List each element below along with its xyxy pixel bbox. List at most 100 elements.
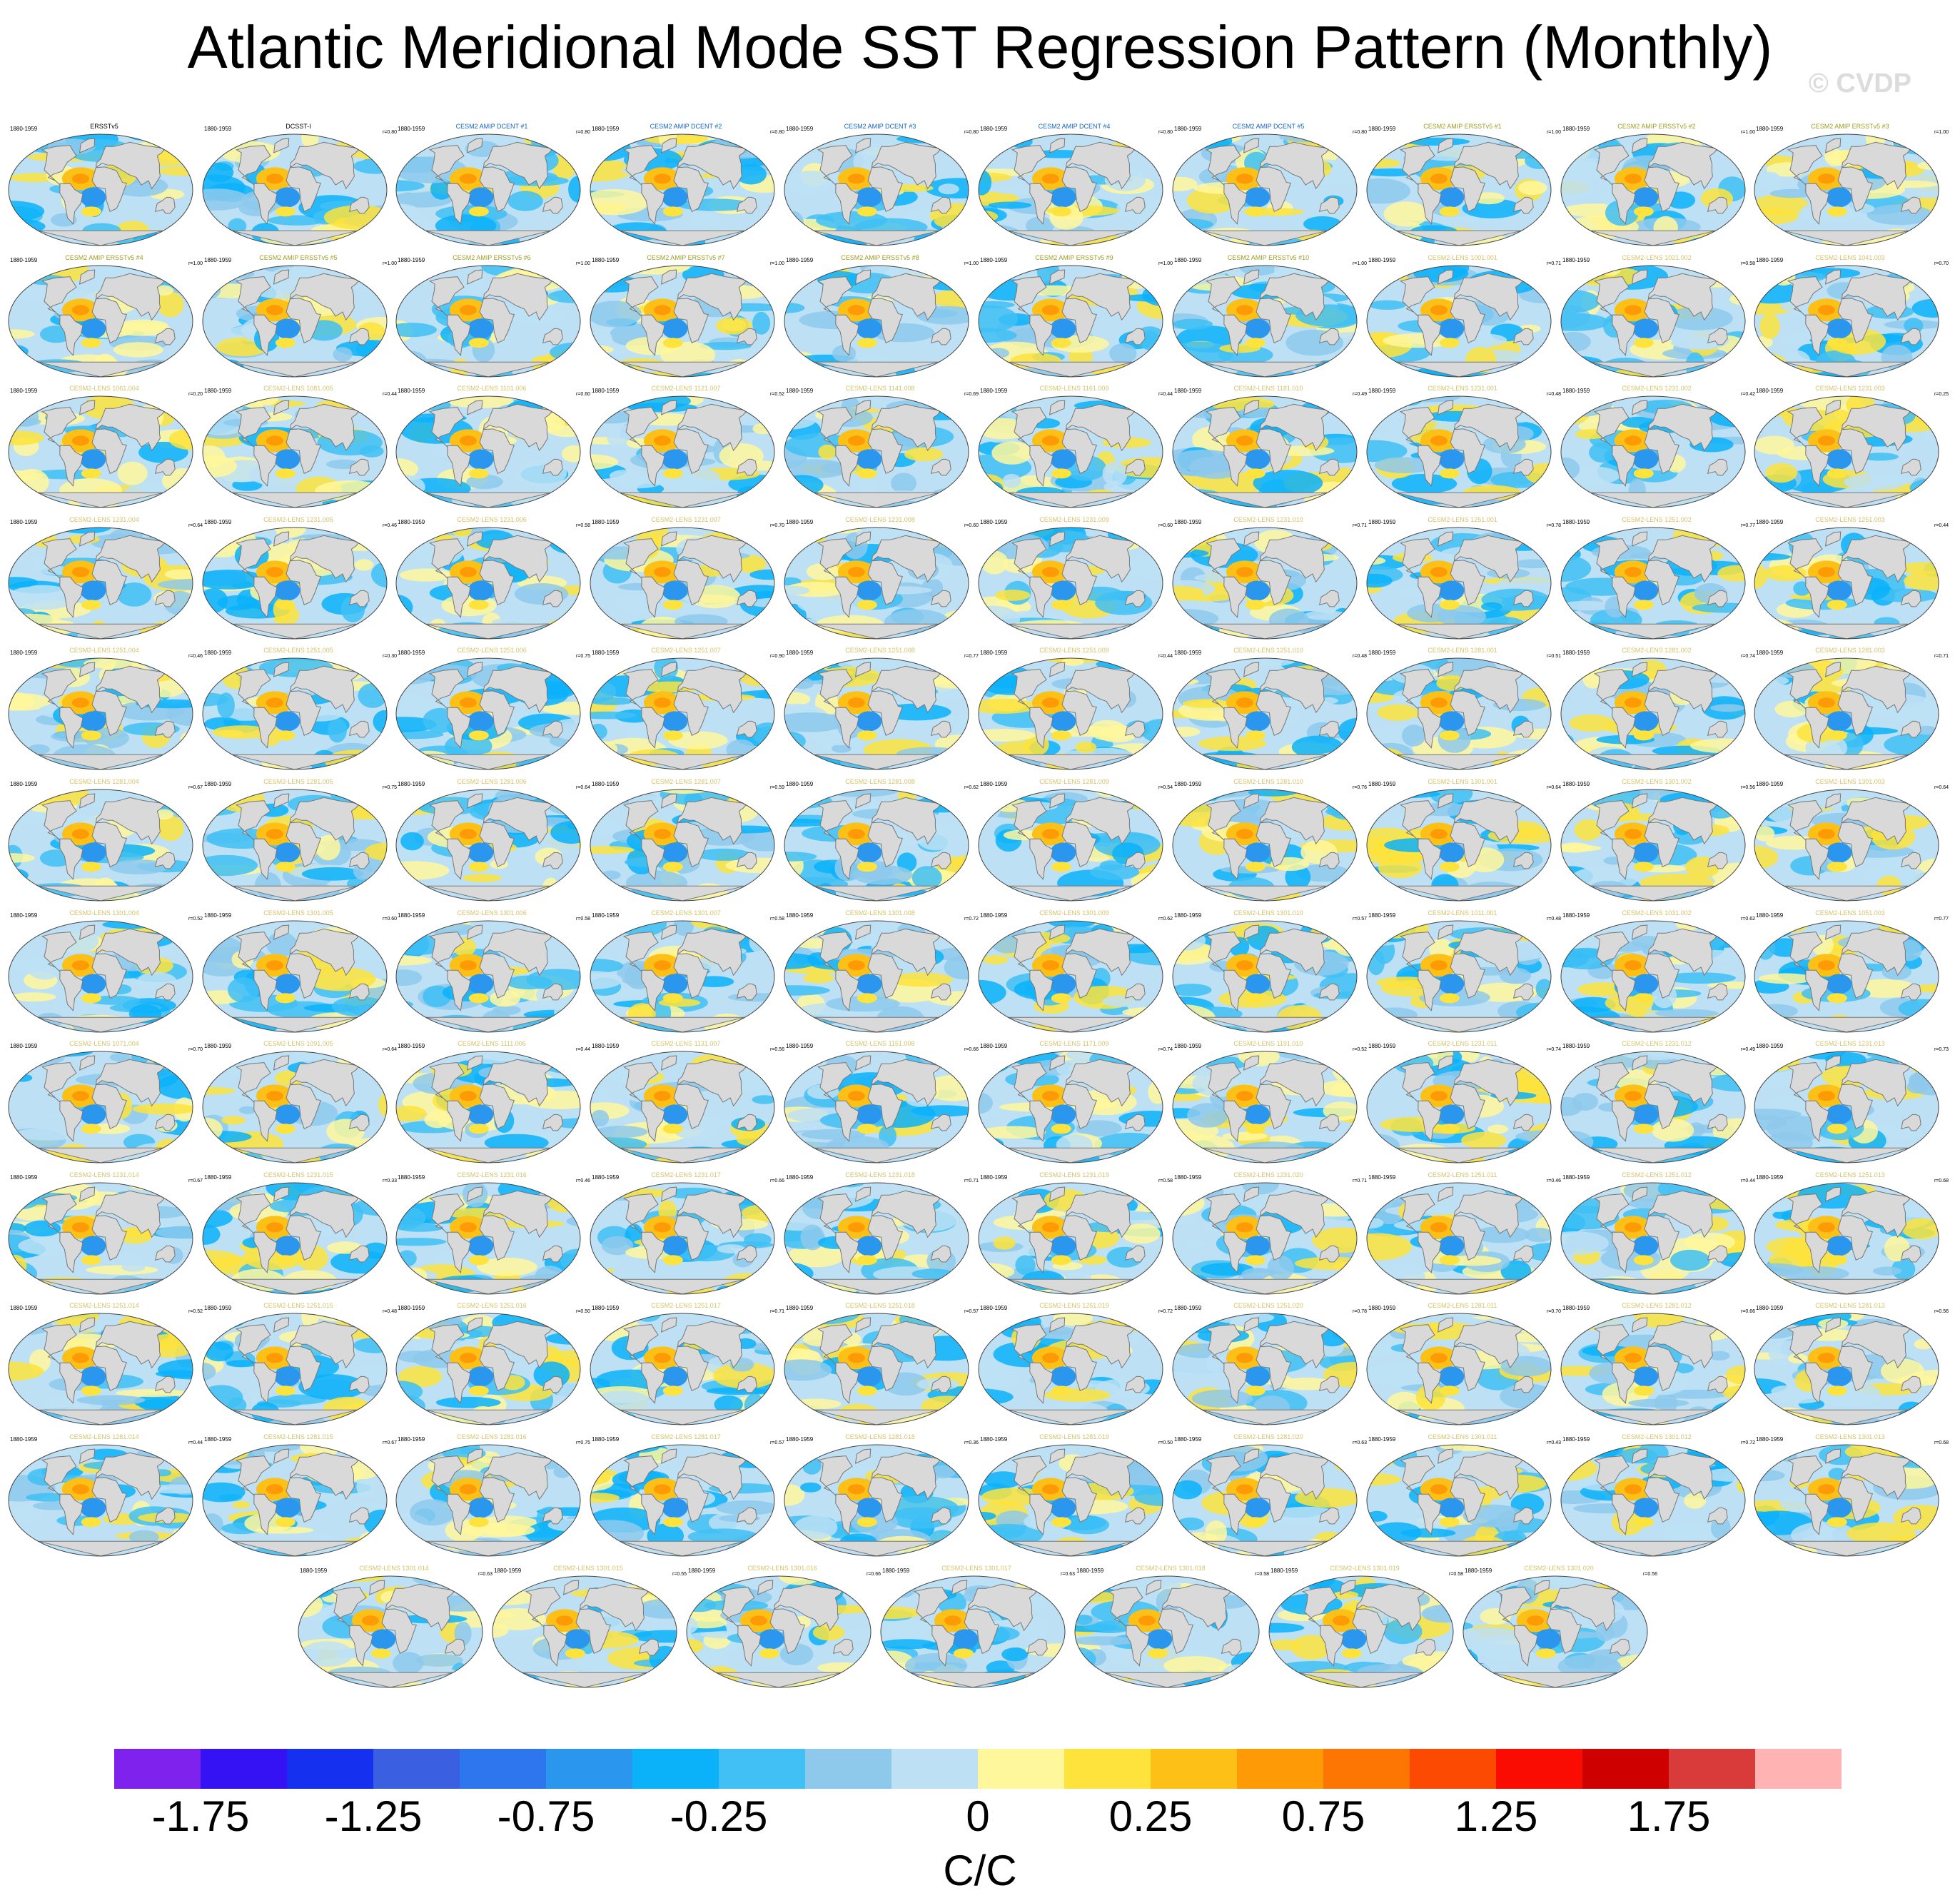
panel-period: 1880-1959	[592, 126, 620, 132]
map-panel: CESM2 AMIP ERSSTv5 #5 1880-1959 r=1.00	[201, 254, 397, 384]
map-panel: CESM2-LENS 1281.012 1880-1959 r=0.66	[1560, 1302, 1755, 1432]
panel-period: 1880-1959	[980, 388, 1008, 395]
sst-regression-map	[202, 1313, 388, 1425]
sst-regression-map	[1172, 789, 1358, 902]
panel-period: 1880-1959	[10, 126, 38, 132]
map-panel: CESM2-LENS 1251.005 1880-1959 r=0.30	[201, 647, 397, 777]
panel-period: 1880-1959	[204, 388, 232, 395]
colorbar-bin	[201, 1749, 288, 1789]
sst-regression-map	[590, 1182, 775, 1295]
map-panel: CESM2-LENS 1281.017 1880-1959 r=0.57	[589, 1433, 784, 1563]
panel-pattern-correlation: r=0.48	[382, 1309, 397, 1315]
panel-title: CESM2-LENS 1281.005	[263, 778, 333, 785]
panel-period: 1880-1959	[1562, 781, 1590, 787]
panel-pattern-correlation: r=0.69	[964, 392, 979, 398]
map-panel: CESM2-LENS 1141.008 1880-1959 r=0.69	[783, 385, 979, 515]
sst-regression-map	[395, 527, 581, 640]
colorbar-tick-label: 1.25	[1454, 1792, 1538, 1840]
panel-title: CESM2-LENS 1281.001	[1428, 647, 1497, 655]
sst-regression-map	[1366, 1444, 1552, 1557]
map-panel: CESM2-LENS 1281.009 1880-1959 r=0.54	[977, 778, 1173, 908]
map-panel: DCSST-I 1880-1959 r=0.80	[201, 123, 397, 253]
panel-title: CESM2-LENS 1231.004	[69, 515, 139, 523]
panel-pattern-correlation: r=0.46	[382, 523, 397, 528]
sst-regression-map	[395, 657, 581, 770]
panel-pattern-correlation: r=0.46	[1546, 1178, 1561, 1183]
panel-title: CESM2 AMIP DCENT #1	[455, 123, 528, 130]
map-panel: CESM2-LENS 1301.001 1880-1959 r=0.64	[1365, 778, 1561, 908]
sst-regression-map	[1754, 1444, 1939, 1557]
map-panel: CESM2-LENS 1301.012 1880-1959 r=0.72	[1560, 1433, 1755, 1563]
sst-regression-map	[1268, 1575, 1454, 1688]
map-panel: CESM2-LENS 1231.015 1880-1959 r=0.33	[201, 1171, 397, 1301]
sst-regression-map	[1172, 657, 1358, 770]
panel-title: CESM2-LENS 1031.002	[1622, 909, 1692, 917]
panel-pattern-correlation: r=0.74	[1546, 1047, 1561, 1053]
panel-period: 1880-1959	[980, 781, 1008, 787]
map-panel: CESM2-LENS 1301.017 1880-1959 r=0.63	[879, 1565, 1075, 1695]
map-panel: CESM2-LENS 1301.018 1880-1959 r=0.58	[1074, 1565, 1269, 1695]
panel-pattern-correlation: r=0.56	[769, 1047, 784, 1053]
map-panel: CESM2 AMIP ERSSTv5 #4 1880-1959 r=1.00	[7, 254, 203, 384]
sst-regression-map	[590, 265, 775, 378]
panel-pattern-correlation: r=1.00	[1352, 261, 1367, 266]
sst-regression-map	[978, 1444, 1163, 1557]
panel-pattern-correlation: r=0.43	[1546, 1440, 1561, 1445]
panel-period: 1880-1959	[300, 1567, 328, 1574]
panel-pattern-correlation: r=0.75	[382, 785, 397, 790]
panel-title: CESM2-LENS 1231.013	[1815, 1040, 1885, 1048]
panel-pattern-correlation: r=0.71	[1352, 1178, 1367, 1183]
sst-regression-map	[1754, 789, 1939, 902]
panel-pattern-correlation: r=0.77	[1934, 916, 1949, 922]
panel-period: 1880-1959	[1368, 1043, 1396, 1050]
panel-title: CESM2-LENS 1251.003	[1815, 515, 1885, 523]
panel-title: CESM2-LENS 1251.004	[69, 647, 139, 655]
sst-regression-map	[978, 920, 1163, 1033]
panel-period: 1880-1959	[398, 1173, 425, 1181]
panel-title: CESM2-LENS 1301.015	[553, 1564, 623, 1572]
panel-title: CESM2-LENS 1011.001	[1428, 909, 1497, 917]
sst-regression-map	[1560, 657, 1746, 770]
panel-title: CESM2-LENS 1251.006	[457, 647, 527, 655]
panel-title: CESM2-LENS 1231.018	[845, 1171, 915, 1178]
sst-regression-map	[978, 265, 1163, 378]
map-panel: CESM2 AMIP ERSSTv5 #6 1880-1959 r=1.00	[395, 254, 590, 384]
map-panels: ERSSTv5 1880-1959 DCSST-I 1880-1959 r=0.80 CE…	[7, 123, 1949, 1695]
panel-period: 1880-1959	[10, 1173, 38, 1181]
panel-pattern-correlation: r=0.63	[478, 1571, 492, 1577]
sst-regression-map	[202, 527, 388, 640]
panel-period: 1880-1959	[592, 256, 620, 263]
sst-regression-map	[202, 657, 388, 770]
panel-period: 1880-1959	[1174, 388, 1202, 395]
panel-title: CESM2-LENS 1251.015	[263, 1302, 333, 1310]
panel-pattern-correlation: r=0.64	[1546, 785, 1561, 790]
panel-title: CESM2-LENS 1281.003	[1815, 647, 1885, 655]
sst-regression-map	[8, 1313, 193, 1425]
map-panel: CESM2-LENS 1021.002 1880-1959 r=0.58	[1560, 254, 1755, 384]
sst-regression-map	[202, 789, 388, 902]
map-panel: CESM2-LENS 1231.020 1880-1959 r=0.71	[1171, 1171, 1367, 1301]
sst-regression-map	[395, 1182, 581, 1295]
panel-period: 1880-1959	[398, 388, 425, 395]
panel-period: 1880-1959	[10, 518, 38, 525]
sst-regression-map	[202, 1051, 388, 1163]
sst-regression-map	[978, 527, 1163, 640]
panel-period: 1880-1959	[1174, 1173, 1202, 1181]
panel-period: 1880-1959	[10, 650, 38, 657]
colorbar-bin	[1496, 1749, 1583, 1789]
panel-period: 1880-1959	[1368, 1305, 1396, 1312]
sst-regression-map	[8, 265, 193, 378]
sst-regression-map	[1172, 1182, 1358, 1295]
panel-pattern-correlation: r=0.20	[188, 392, 203, 398]
colorbar-labels: -1.75 -1.25 -0.75 -0.25 0 0.25 0.75 1.25 1.75	[0, 1792, 1960, 1842]
map-panel: CESM2-LENS 1231.016 1880-1959 r=0.46	[395, 1171, 590, 1301]
panel-period: 1880-1959	[1174, 126, 1202, 132]
map-panel: CESM2-LENS 1301.002 1880-1959 r=0.56	[1560, 778, 1755, 908]
colorbar-tick-label: 0.75	[1281, 1792, 1365, 1840]
map-panel: CESM2-LENS 1031.002 1880-1959 r=0.62	[1560, 909, 1755, 1039]
panel-pattern-correlation: r=0.58	[575, 916, 590, 922]
panel-pattern-correlation: r=0.33	[382, 1178, 397, 1183]
map-panel: CESM2-LENS 1251.017 1880-1959 r=0.71	[589, 1302, 784, 1432]
sst-regression-map	[395, 1313, 581, 1425]
panel-title: CESM2-LENS 1251.013	[1815, 1171, 1885, 1178]
